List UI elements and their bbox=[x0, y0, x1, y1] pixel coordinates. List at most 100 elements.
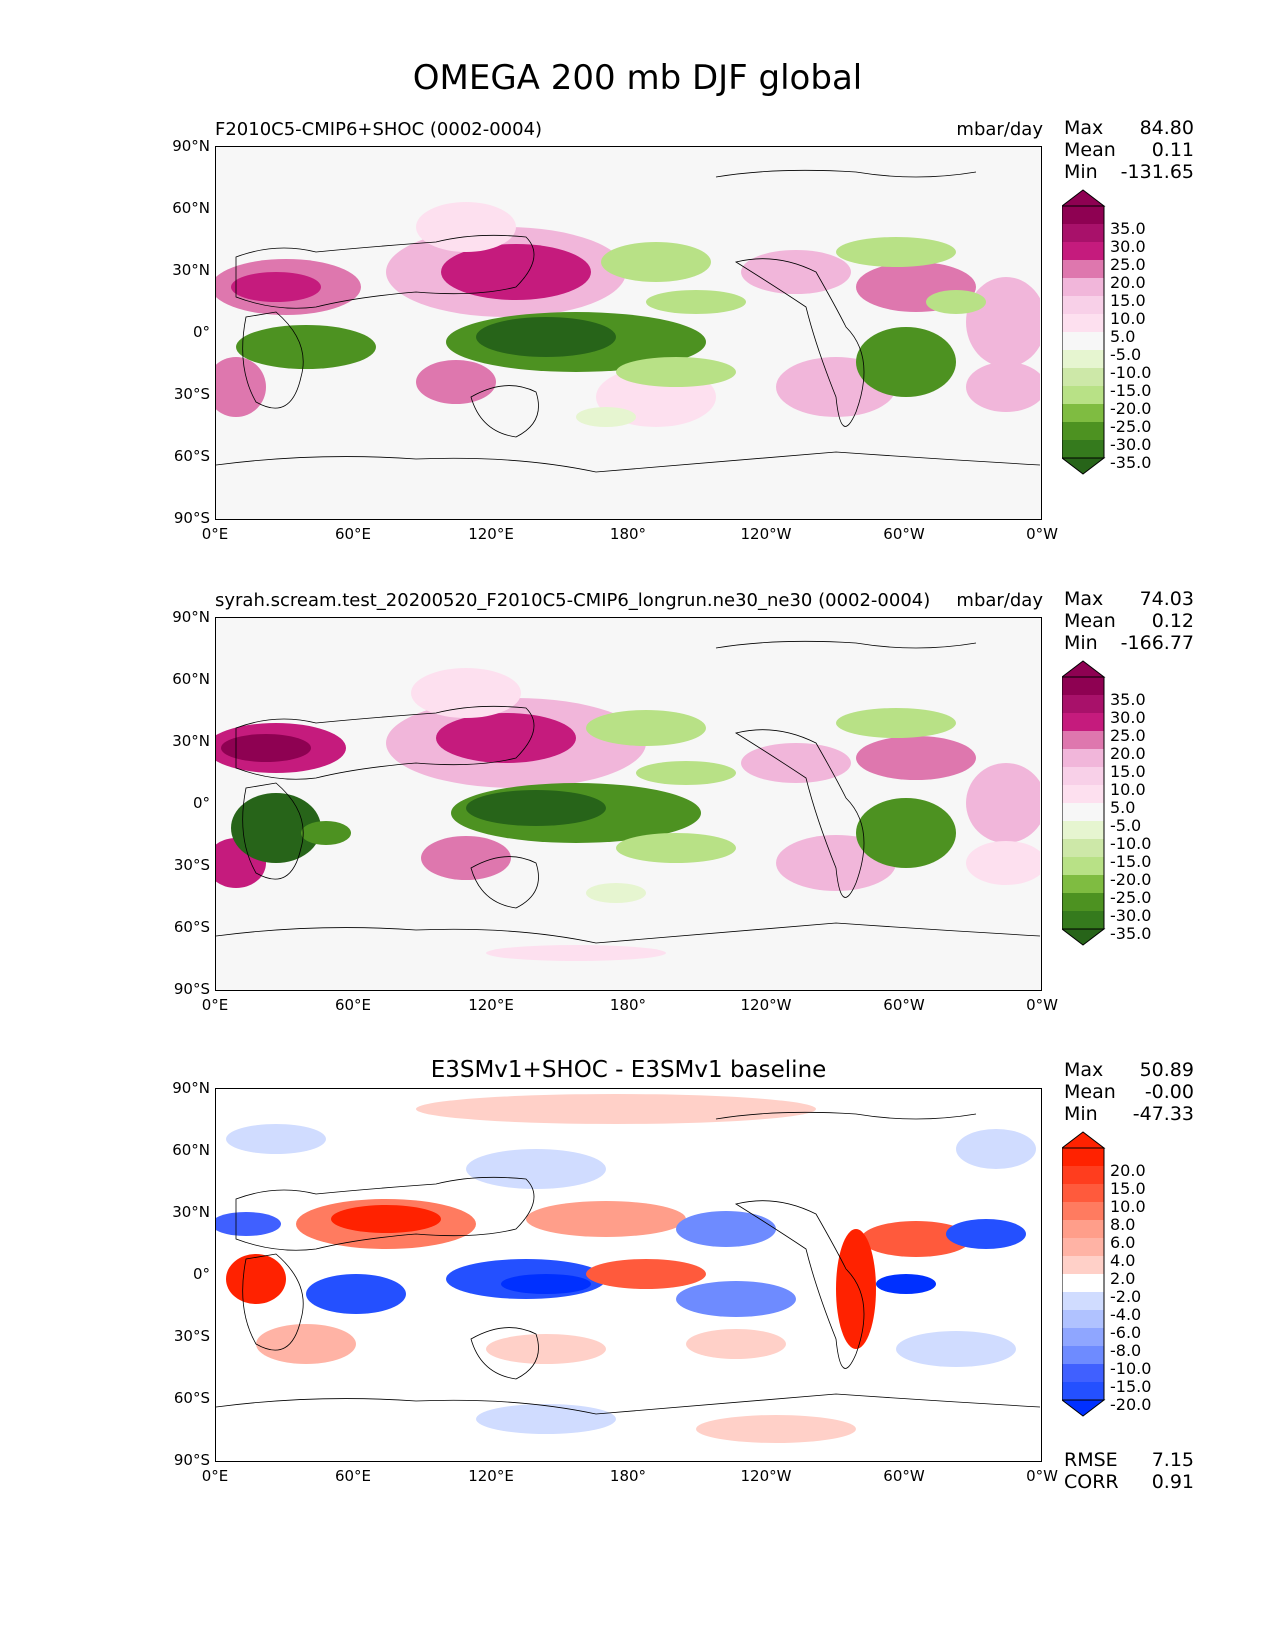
lon-tick-120e: 120°E bbox=[468, 996, 514, 1014]
cbar-label: 30.0 bbox=[1110, 237, 1146, 256]
panel-test-title: F2010C5-CMIP6+SHOC (0002-0004) bbox=[215, 119, 543, 140]
stat-min: -131.65 bbox=[1120, 161, 1194, 183]
lon-tick-180: 180° bbox=[609, 996, 647, 1014]
cbar-label: -6.0 bbox=[1110, 1323, 1142, 1342]
cbar-label: -25.0 bbox=[1110, 888, 1152, 907]
stat-mean: 0.11 bbox=[1151, 139, 1194, 161]
stat-min-label: Min bbox=[1064, 161, 1098, 183]
cbar-label: -20.0 bbox=[1110, 399, 1152, 418]
lon-tick-0e: 0°E bbox=[201, 525, 229, 543]
lon-tick-0w: 0°W bbox=[1026, 525, 1058, 543]
lat-tick-60s: 60°S bbox=[173, 918, 210, 936]
cbar-label: 15.0 bbox=[1110, 1179, 1146, 1198]
lon-tick-60e: 60°E bbox=[334, 1467, 372, 1485]
panel-reference-map bbox=[215, 617, 1042, 991]
cbar-label: 10.0 bbox=[1110, 780, 1146, 799]
difference-omega-field bbox=[216, 1094, 1040, 1443]
lon-tick-60w: 60°W bbox=[883, 1467, 925, 1485]
cbar-label: -20.0 bbox=[1110, 1395, 1152, 1414]
stat-min: -166.77 bbox=[1120, 632, 1194, 654]
corr-label: CORR bbox=[1064, 1471, 1119, 1493]
cbar-label: -15.0 bbox=[1110, 381, 1152, 400]
stat-min-label: Min bbox=[1064, 632, 1098, 654]
stat-mean: -0.00 bbox=[1144, 1081, 1194, 1103]
lat-tick-eq: 0° bbox=[192, 794, 210, 812]
stat-max: 74.03 bbox=[1139, 588, 1194, 610]
cbar-label: -35.0 bbox=[1110, 924, 1152, 943]
panel-test-map bbox=[215, 146, 1042, 520]
lon-tick-60e: 60°E bbox=[334, 525, 372, 543]
panel-difference-stats: Max 50.89 Mean -0.00 Min -47.33 bbox=[1064, 1059, 1194, 1125]
lat-tick-30n: 30°N bbox=[172, 261, 210, 279]
lon-tick-0w: 0°W bbox=[1026, 1467, 1058, 1485]
lat-tick-eq: 0° bbox=[192, 323, 210, 341]
cbar-label: -35.0 bbox=[1110, 453, 1152, 472]
test-omega-field bbox=[216, 169, 1040, 473]
stat-max-label: Max bbox=[1064, 588, 1104, 610]
cbar-label: -4.0 bbox=[1110, 1305, 1142, 1324]
panel-difference-map bbox=[215, 1088, 1042, 1462]
cbar-label: -25.0 bbox=[1110, 417, 1152, 436]
lat-tick-60n: 60°N bbox=[172, 199, 210, 217]
cbar-label: 25.0 bbox=[1110, 726, 1146, 745]
lon-tick-0e: 0°E bbox=[201, 996, 229, 1014]
cbar-label: 15.0 bbox=[1110, 762, 1146, 781]
lat-tick-60s: 60°S bbox=[173, 1389, 210, 1407]
lon-tick-0e: 0°E bbox=[201, 1467, 229, 1485]
cbar-label: 10.0 bbox=[1110, 1197, 1146, 1216]
cbar-label: -10.0 bbox=[1110, 1359, 1152, 1378]
stat-mean: 0.12 bbox=[1151, 610, 1194, 632]
panel-test: F2010C5-CMIP6+SHOC (0002-0004) mbar/day bbox=[0, 113, 1275, 573]
lat-tick-90s: 90°S bbox=[173, 509, 210, 527]
cbar-label: 30.0 bbox=[1110, 708, 1146, 727]
cbar-label: -2.0 bbox=[1110, 1287, 1142, 1306]
cbar-label: 25.0 bbox=[1110, 255, 1146, 274]
lon-tick-60w: 60°W bbox=[883, 525, 925, 543]
cbar-label: 10.0 bbox=[1110, 309, 1146, 328]
panel-test-colorbar-labels: 35.0 30.0 25.0 20.0 15.0 10.0 5.0 -5.0 -… bbox=[1110, 220, 1151, 472]
stat-mean-label: Mean bbox=[1064, 610, 1116, 632]
lon-tick-60e: 60°E bbox=[334, 996, 372, 1014]
lat-tick-30n: 30°N bbox=[172, 1203, 210, 1221]
stat-min-label: Min bbox=[1064, 1103, 1098, 1125]
cbar-label: -15.0 bbox=[1110, 1377, 1152, 1396]
panel-reference: syrah.scream.test_20200520_F2010C5-CMIP6… bbox=[0, 584, 1275, 1044]
panel-difference-colorbar-labels: 20.0 15.0 10.0 8.0 6.0 4.0 2.0 -2.0 -4.0… bbox=[1110, 1162, 1151, 1414]
stat-mean-label: Mean bbox=[1064, 139, 1116, 161]
panel-reference-colorbar bbox=[1062, 660, 1106, 946]
lat-tick-30s: 30°S bbox=[173, 385, 210, 403]
cbar-label: 4.0 bbox=[1110, 1251, 1136, 1270]
cbar-label: 2.0 bbox=[1110, 1269, 1136, 1288]
stat-mean-label: Mean bbox=[1064, 1081, 1116, 1103]
panel-reference-units: mbar/day bbox=[956, 590, 1043, 611]
stat-max-label: Max bbox=[1064, 1059, 1104, 1081]
lat-tick-60s: 60°S bbox=[173, 447, 210, 465]
cbar-label: -30.0 bbox=[1110, 435, 1152, 454]
cbar-label: -30.0 bbox=[1110, 906, 1152, 925]
cbar-label: 8.0 bbox=[1110, 1215, 1136, 1234]
lat-tick-60n: 60°N bbox=[172, 670, 210, 688]
lon-tick-120e: 120°E bbox=[468, 1467, 514, 1485]
cbar-label: -10.0 bbox=[1110, 363, 1152, 382]
panel-test-colorbar bbox=[1062, 189, 1106, 475]
reference-omega-field bbox=[216, 640, 1040, 961]
lon-tick-120e: 120°E bbox=[468, 525, 514, 543]
lon-tick-60w: 60°W bbox=[883, 996, 925, 1014]
stat-min: -47.33 bbox=[1132, 1103, 1194, 1125]
panel-difference-title: E3SMv1+SHOC - E3SMv1 baseline bbox=[430, 1057, 827, 1083]
cbar-label: 20.0 bbox=[1110, 273, 1146, 292]
lat-tick-30s: 30°S bbox=[173, 856, 210, 874]
panel-difference-colorbar bbox=[1062, 1131, 1106, 1417]
cbar-label: 20.0 bbox=[1110, 1161, 1146, 1180]
lat-tick-eq: 0° bbox=[192, 1265, 210, 1283]
stat-max: 50.89 bbox=[1139, 1059, 1194, 1081]
lat-tick-90n: 90°N bbox=[172, 608, 210, 626]
rmse-label: RMSE bbox=[1064, 1449, 1118, 1471]
cbar-label: 35.0 bbox=[1110, 690, 1146, 709]
cbar-label: 6.0 bbox=[1110, 1233, 1136, 1252]
lat-tick-90n: 90°N bbox=[172, 137, 210, 155]
cbar-label: -5.0 bbox=[1110, 345, 1142, 364]
cbar-label: 5.0 bbox=[1110, 798, 1136, 817]
stat-max-label: Max bbox=[1064, 117, 1104, 139]
lat-tick-90s: 90°S bbox=[173, 1451, 210, 1469]
